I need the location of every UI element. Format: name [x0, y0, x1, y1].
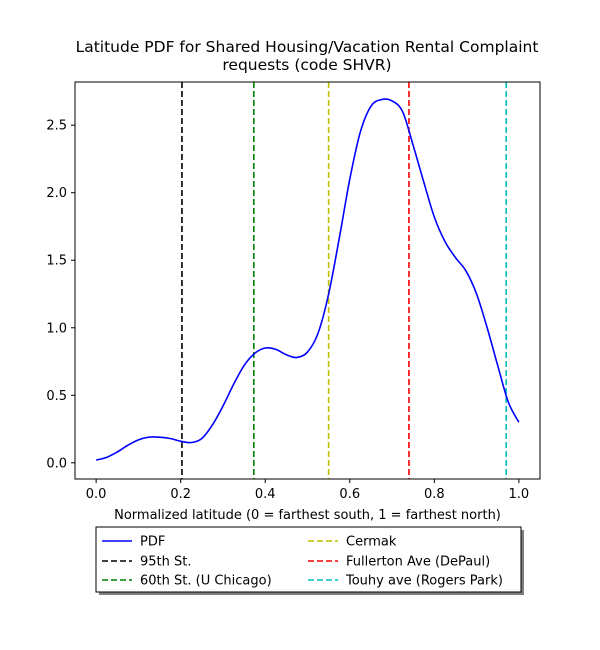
- x-tick-label: 0.4: [255, 487, 276, 502]
- y-tick-label: 2.5: [46, 119, 67, 134]
- x-tick-label: 0.6: [339, 487, 360, 502]
- legend-label: Fullerton Ave (DePaul): [346, 555, 490, 570]
- x-tick-label: 0.2: [170, 487, 191, 502]
- legend-label: 60th St. (U Chicago): [140, 574, 272, 589]
- y-tick-label: 0.0: [46, 456, 67, 471]
- series-line-pdf: [95, 98, 520, 461]
- legend: PDF 95th St. 60th St. (U Chicago) Cermak Ful…: [95, 526, 524, 595]
- chart-title-line-2: requests (code SHVR): [222, 56, 391, 74]
- x-tick-label: 0.0: [86, 487, 107, 502]
- y-tick-label: 1.5: [46, 254, 67, 269]
- x-tick-label: 0.8: [424, 487, 445, 502]
- y-tick-label: 0.5: [46, 389, 67, 404]
- y-axis: 0.0 0.5 1.0 1.5 2.0 2.5: [46, 119, 75, 471]
- x-tick-label: 1.0: [509, 487, 530, 502]
- chart-title-line-1: Latitude PDF for Shared Housing/Vacation…: [76, 38, 539, 56]
- legend-label: PDF: [140, 535, 165, 550]
- plot-area-frame: [74, 81, 541, 480]
- legend-box: [95, 526, 522, 593]
- vertical-lines: [181, 82, 507, 479]
- series-lines: [95, 98, 520, 461]
- x-axis: 0.0 0.2 0.4 0.6 0.8 1.0: [86, 479, 529, 502]
- y-tick-label: 1.0: [46, 321, 67, 336]
- legend-label: 95th St.: [140, 555, 192, 570]
- legend-label: Cermak: [346, 535, 397, 550]
- y-tick-label: 2.0: [46, 186, 67, 201]
- chart-title: Latitude PDF for Shared Housing/Vacation…: [76, 38, 539, 74]
- x-axis-label: Normalized latitude (0 = farthest south,…: [114, 508, 501, 523]
- legend-label: Touhy ave (Rogers Park): [345, 574, 503, 589]
